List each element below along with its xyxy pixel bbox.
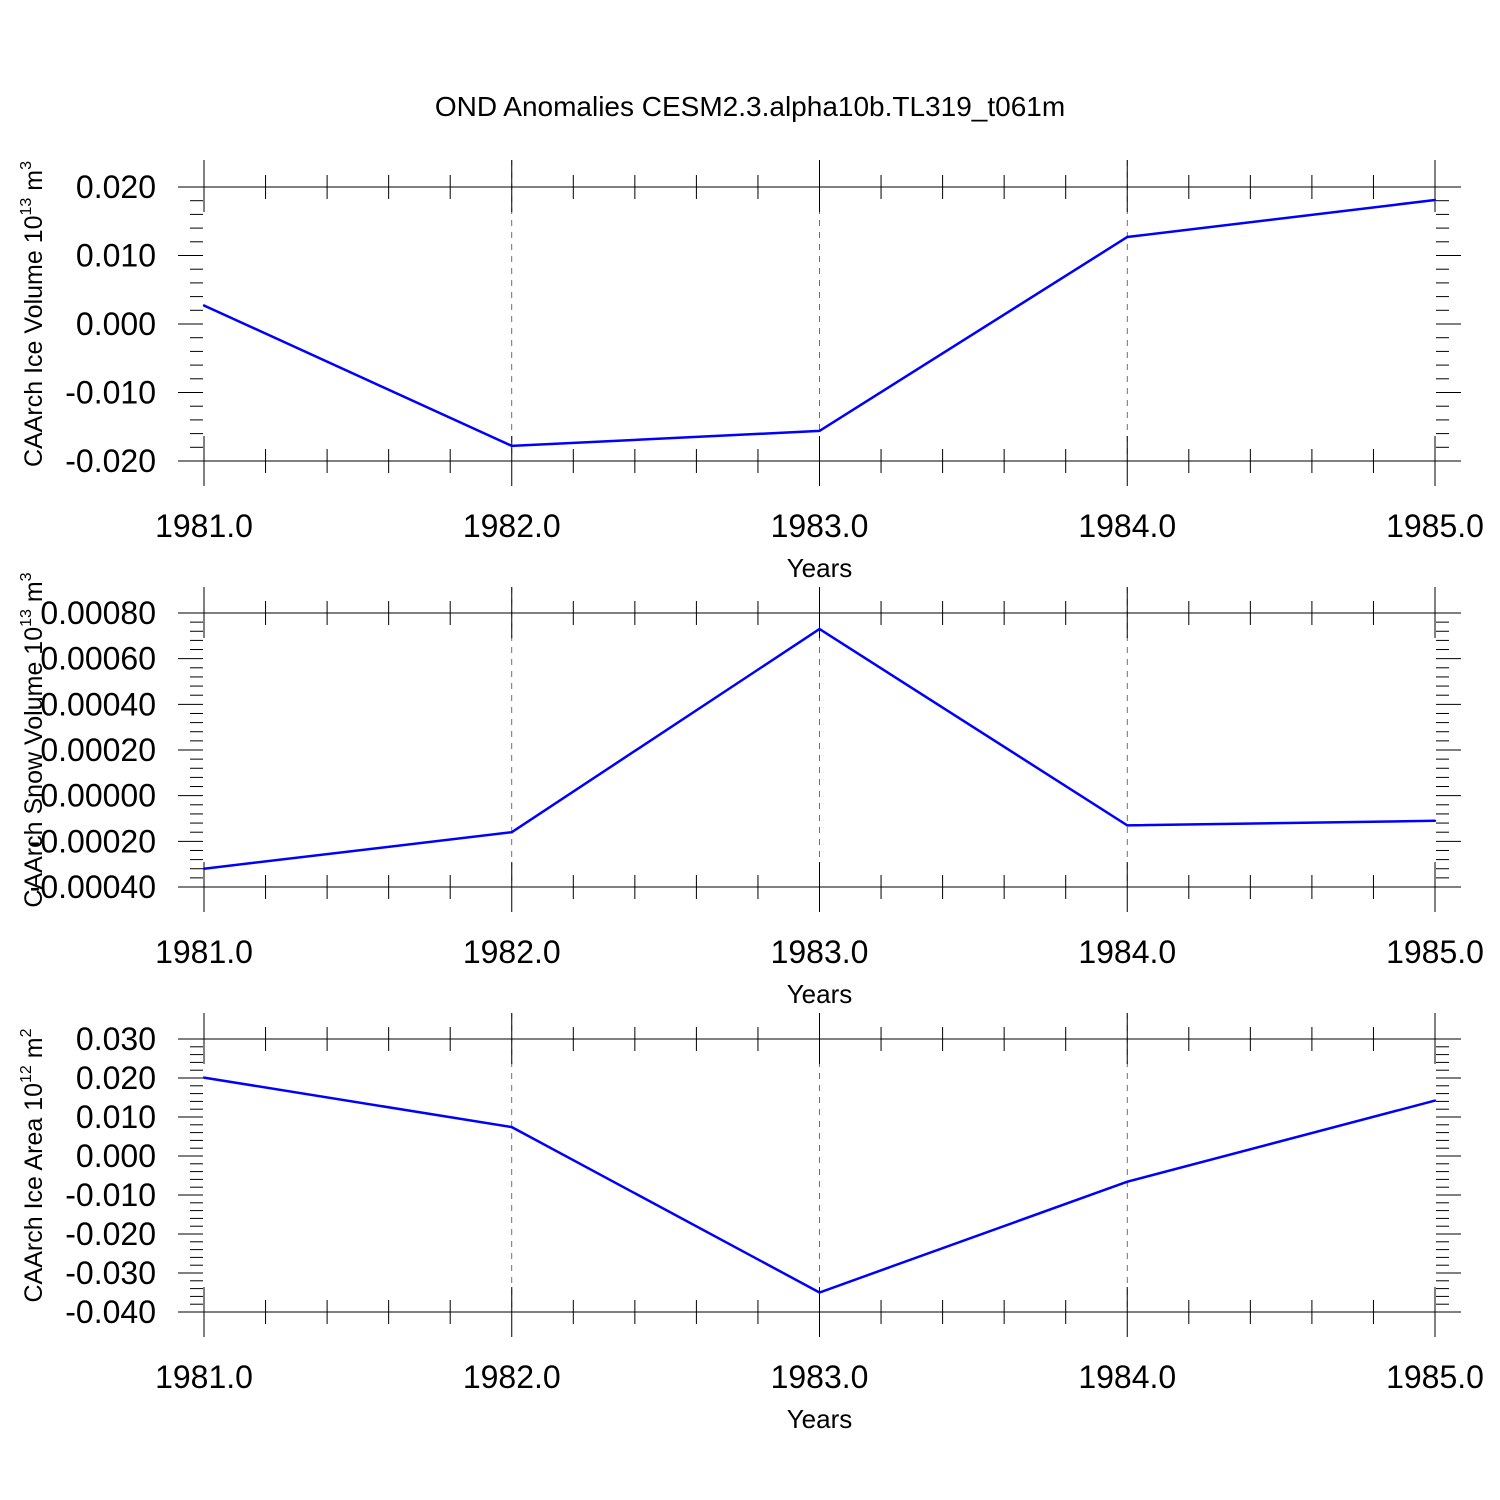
data-point	[510, 831, 513, 834]
data-point	[202, 304, 206, 307]
y-axis-title-unit: m	[20, 170, 48, 198]
y-tick-label: 0.00060	[40, 641, 156, 677]
y-tick-label: 0.010	[76, 238, 156, 274]
y-tick-label: -0.020	[65, 443, 156, 479]
y-tick-label: -0.020	[65, 1216, 156, 1252]
y-tick-label: 0.00040	[40, 686, 156, 722]
data-point	[1433, 1099, 1437, 1102]
x-tick-label: 1984.0	[1078, 934, 1176, 970]
x-tick-label: 1982.0	[463, 508, 561, 544]
data-point	[1126, 1180, 1129, 1183]
y-tick-label: -0.00040	[30, 869, 156, 905]
x-tick-label: 1983.0	[771, 508, 869, 544]
data-point	[510, 444, 513, 448]
y-axis-title-exponent: 13	[18, 609, 35, 627]
x-axis-title: Years	[787, 553, 853, 583]
y-tick-label: -0.030	[65, 1255, 156, 1291]
x-tick-label: 1983.0	[771, 934, 869, 970]
y-tick-label: 0.000	[76, 1138, 156, 1174]
y-axis-title-exponent: 13	[18, 198, 35, 216]
panel-ice-volume: 0.020 0.010 0.000 -0.010 -0.020 1981.0 1982.0 1…	[18, 160, 1484, 583]
y-tick-label: -0.040	[65, 1294, 156, 1330]
figure-title: OND Anomalies CESM2.3.alpha10b.TL319_t06…	[435, 91, 1065, 122]
y-tick-label: 0.020	[76, 1060, 156, 1096]
data-point	[818, 627, 821, 631]
data-point	[202, 1076, 206, 1079]
panel-ice-area: 0.0300.0200.0100.000-0.010-0.020-0.030-0…	[18, 1013, 1484, 1434]
y-tick-label: 0.030	[76, 1021, 156, 1057]
x-tick-label: 1981.0	[155, 1359, 253, 1395]
data-point	[510, 1125, 513, 1129]
x-tick-label: 1985.0	[1386, 508, 1484, 544]
x-tick-label: 1983.0	[771, 1359, 869, 1395]
y-tick-label: 0.000	[76, 306, 156, 342]
x-tick-label: 1982.0	[463, 934, 561, 970]
y-axis-title-unit: m	[20, 1037, 48, 1065]
y-axis-title-text: CAArch Ice Volume 10	[20, 215, 48, 467]
y-axis-title-text: CAArch Ice Area 10	[20, 1083, 48, 1303]
x-tick-label: 1985.0	[1386, 1359, 1484, 1395]
x-tick-label: 1985.0	[1386, 934, 1484, 970]
y-axis-title-unit-exponent: 2	[18, 1028, 35, 1037]
panel-snow-volume: 0.00080 0.00060 0.00040 0.00020 0.00000 -0.00…	[18, 572, 1484, 1009]
y-axis-title: CAArch Ice Volume 1013 m3	[18, 161, 48, 467]
y-tick-label: 0.00020	[40, 732, 156, 768]
y-axis-title-exponent: 12	[18, 1065, 35, 1083]
x-tick-label: 1984.0	[1078, 1359, 1176, 1395]
data-point	[818, 1291, 821, 1294]
x-tick-label: 1982.0	[463, 1359, 561, 1395]
y-axis-title-unit: m	[20, 581, 48, 609]
y-tick-label: 0.010	[76, 1099, 156, 1135]
x-axis-title: Years	[787, 979, 853, 1009]
data-point	[202, 867, 206, 870]
x-axis-title: Years	[787, 1404, 853, 1434]
x-tick-label: 1981.0	[155, 934, 253, 970]
data-point	[818, 429, 821, 433]
y-tick-label: -0.010	[65, 375, 156, 411]
data-point	[1433, 198, 1437, 202]
x-tick-label: 1984.0	[1078, 508, 1176, 544]
data-point	[1126, 824, 1129, 827]
y-tick-label: -0.010	[65, 1177, 156, 1213]
y-tick-label: 0.00000	[40, 778, 156, 814]
data-point	[1126, 235, 1129, 239]
y-tick-label: 0.00080	[40, 595, 156, 631]
x-tick-label: 1981.0	[155, 508, 253, 544]
y-axis-title-unit-exponent: 3	[18, 572, 35, 581]
data-point	[1433, 819, 1437, 822]
y-tick-label: 0.020	[76, 169, 156, 205]
y-axis-title-unit-exponent: 3	[18, 161, 35, 170]
y-tick-label: -0.00020	[30, 823, 156, 859]
y-axis-title-text: CAArch Snow Volume 10	[20, 627, 48, 908]
y-axis-title: CAArch Ice Area 1012 m2	[18, 1028, 48, 1302]
y-axis-title: CAArch Snow Volume 1013 m3	[18, 572, 48, 907]
